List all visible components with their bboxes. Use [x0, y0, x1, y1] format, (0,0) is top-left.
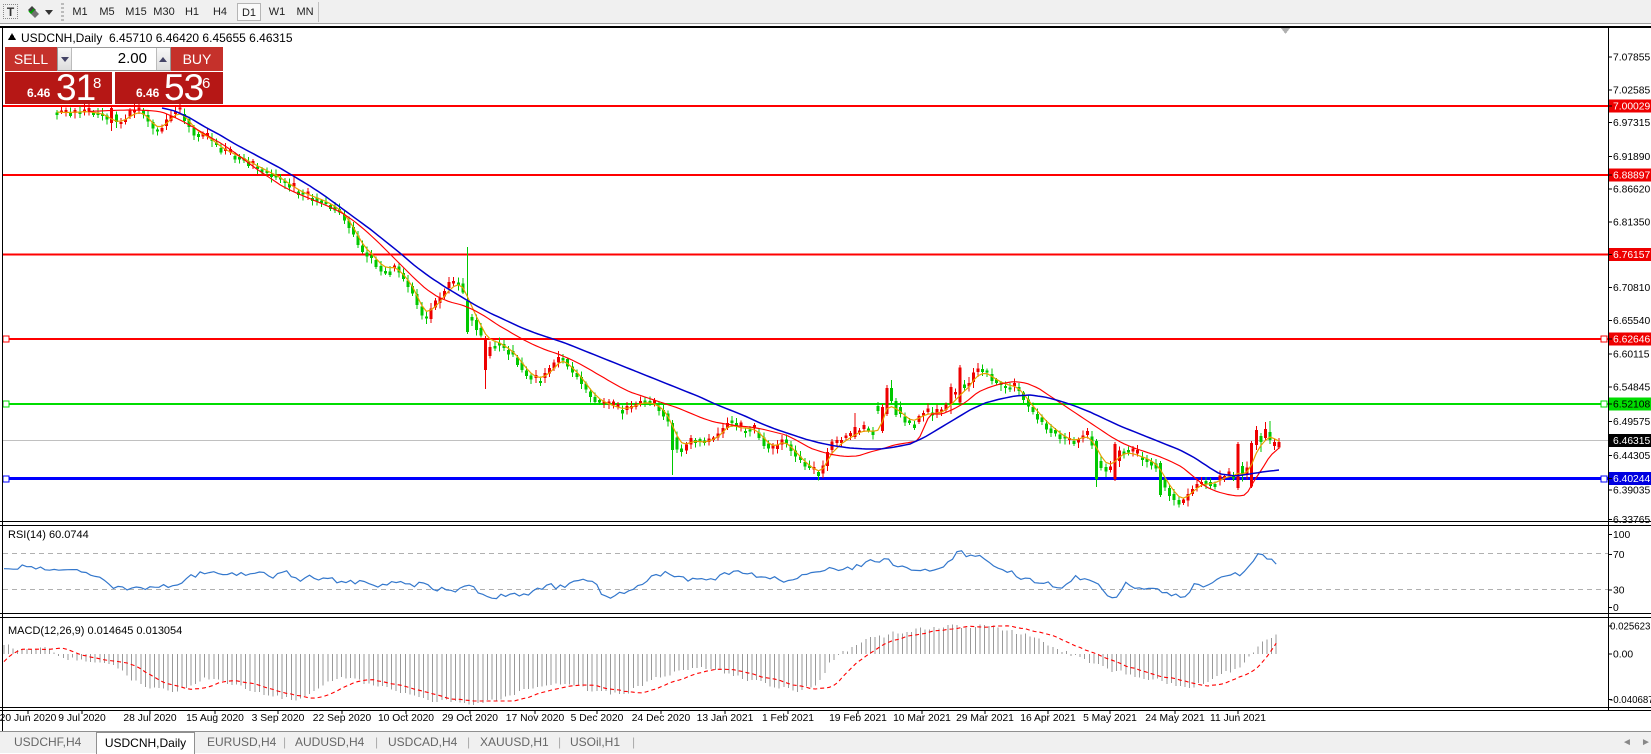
svg-text:7.07855: 7.07855 — [1613, 53, 1650, 64]
svg-text:6.91890: 6.91890 — [1613, 152, 1650, 163]
svg-text:29 Mar 2021: 29 Mar 2021 — [956, 713, 1014, 724]
svg-text:13 Jan 2021: 13 Jan 2021 — [697, 713, 754, 724]
svg-text:6.60115: 6.60115 — [1613, 350, 1650, 361]
svg-text:5 Dec 2020: 5 Dec 2020 — [571, 713, 624, 724]
svg-text:5 May 2021: 5 May 2021 — [1083, 713, 1137, 724]
svg-text:USDCNH,Daily 6.45710 6.46420: USDCNH,Daily 6.45710 6.46420 6.45655 6.4… — [21, 31, 293, 45]
svg-text:10 Oct 2020: 10 Oct 2020 — [378, 713, 434, 724]
svg-text:11 Jun 2021: 11 Jun 2021 — [1210, 713, 1266, 724]
svg-text:24 Dec 2020: 24 Dec 2020 — [632, 713, 691, 724]
svg-text:6.49575: 6.49575 — [1613, 417, 1650, 428]
svg-text:100: 100 — [1613, 530, 1630, 541]
svg-text:6.81350: 6.81350 — [1613, 218, 1650, 229]
svg-text:10 Mar 2021: 10 Mar 2021 — [893, 713, 951, 724]
svg-text:6.52108: 6.52108 — [1613, 400, 1650, 411]
svg-text:0: 0 — [1613, 603, 1619, 614]
svg-text:3 Sep 2020: 3 Sep 2020 — [252, 713, 305, 724]
svg-text:7.02585: 7.02585 — [1613, 85, 1650, 96]
svg-text:6.33765: 6.33765 — [1613, 515, 1650, 526]
svg-text:28 Jul 2020: 28 Jul 2020 — [123, 713, 177, 724]
svg-text:1 Feb 2021: 1 Feb 2021 — [762, 713, 814, 724]
svg-text:70: 70 — [1613, 550, 1625, 561]
svg-text:29 Oct 2020: 29 Oct 2020 — [442, 713, 498, 724]
svg-text:MACD(12,26,9) 0.014645 0.01305: MACD(12,26,9) 0.014645 0.013054 — [8, 625, 182, 637]
svg-text:7.00029: 7.00029 — [1613, 101, 1650, 112]
svg-text:24 May 2021: 24 May 2021 — [1145, 713, 1205, 724]
svg-text:6.46315: 6.46315 — [1613, 436, 1650, 447]
svg-text:6.70810: 6.70810 — [1613, 283, 1650, 294]
svg-text:RSI(14) 60.0744: RSI(14) 60.0744 — [8, 529, 89, 541]
svg-text:6.65540: 6.65540 — [1613, 316, 1650, 327]
svg-text:9 Jul 2020: 9 Jul 2020 — [58, 713, 106, 724]
svg-text:6.97315: 6.97315 — [1613, 118, 1650, 129]
svg-text:6.88897: 6.88897 — [1613, 170, 1650, 181]
svg-text:-0.040687: -0.040687 — [1610, 695, 1651, 706]
svg-text:15 Aug 2020: 15 Aug 2020 — [186, 713, 244, 724]
svg-text:0.00: 0.00 — [1613, 649, 1633, 660]
svg-text:6.76157: 6.76157 — [1613, 250, 1650, 261]
svg-text:19 Feb 2021: 19 Feb 2021 — [829, 713, 887, 724]
svg-text:0.025623: 0.025623 — [1610, 622, 1650, 633]
svg-text:30: 30 — [1613, 586, 1625, 597]
svg-text:6.39035: 6.39035 — [1613, 486, 1650, 497]
svg-text:6.54845: 6.54845 — [1613, 383, 1650, 394]
svg-text:16 Apr 2021: 16 Apr 2021 — [1020, 713, 1076, 724]
svg-text:22 Sep 2020: 22 Sep 2020 — [313, 713, 372, 724]
svg-text:20 Jun 2020: 20 Jun 2020 — [0, 713, 57, 724]
svg-text:6.44305: 6.44305 — [1613, 451, 1650, 462]
svg-text:6.86620: 6.86620 — [1613, 185, 1650, 196]
svg-text:17 Nov 2020: 17 Nov 2020 — [506, 713, 565, 724]
svg-text:6.62646: 6.62646 — [1613, 335, 1650, 346]
svg-text:6.40244: 6.40244 — [1613, 474, 1650, 485]
